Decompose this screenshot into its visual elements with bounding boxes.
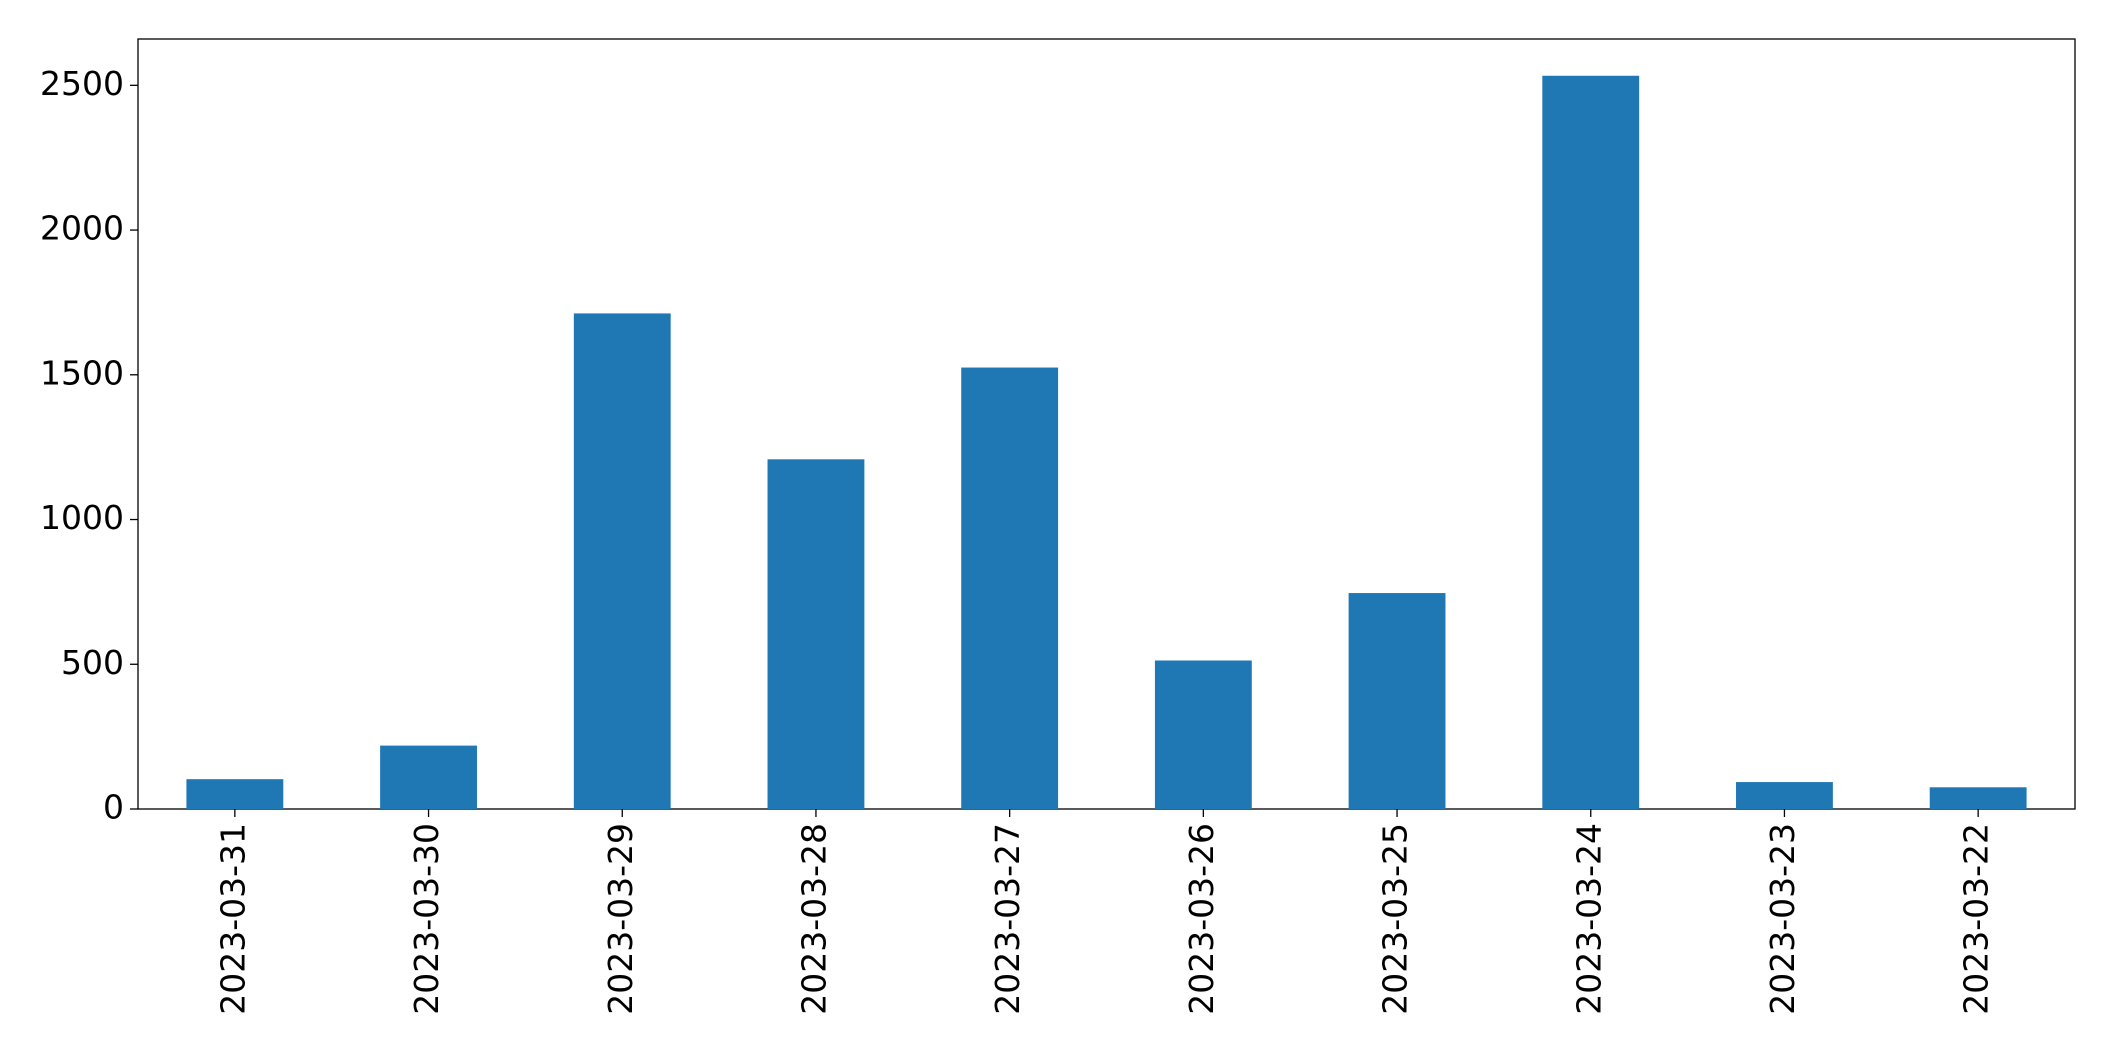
y-tick-label: 2500 [40, 64, 124, 103]
x-tick-label: 2023-03-31 [213, 823, 252, 1015]
bar [1348, 593, 1446, 809]
y-tick-label: 2000 [40, 209, 124, 248]
bar [1736, 782, 1833, 809]
bar [961, 367, 1059, 809]
x-tick-label: 2023-03-27 [988, 823, 1027, 1015]
bar [380, 745, 477, 809]
plot-frame [137, 38, 2076, 810]
x-tick-label: 2023-03-29 [601, 823, 640, 1015]
bar [1929, 787, 2027, 809]
x-tick-label: 2023-03-24 [1569, 823, 1608, 1015]
x-tick-label: 2023-03-28 [794, 823, 833, 1015]
x-tick-label: 2023-03-26 [1182, 823, 1221, 1015]
y-tick-label: 500 [61, 643, 124, 682]
bar [1154, 660, 1252, 809]
bar [186, 779, 284, 809]
x-tick-label: 2023-03-30 [407, 823, 446, 1015]
x-tick-label: 2023-03-25 [1376, 823, 1415, 1015]
y-tick-label: 1500 [40, 353, 124, 392]
bar [573, 313, 671, 809]
x-tick-label: 2023-03-23 [1763, 823, 1802, 1015]
y-tick-label: 0 [103, 788, 124, 827]
x-tick-label: 2023-03-22 [1957, 823, 1996, 1015]
bar [767, 459, 865, 809]
bar [1542, 75, 1640, 809]
y-tick-label: 1000 [40, 498, 124, 537]
